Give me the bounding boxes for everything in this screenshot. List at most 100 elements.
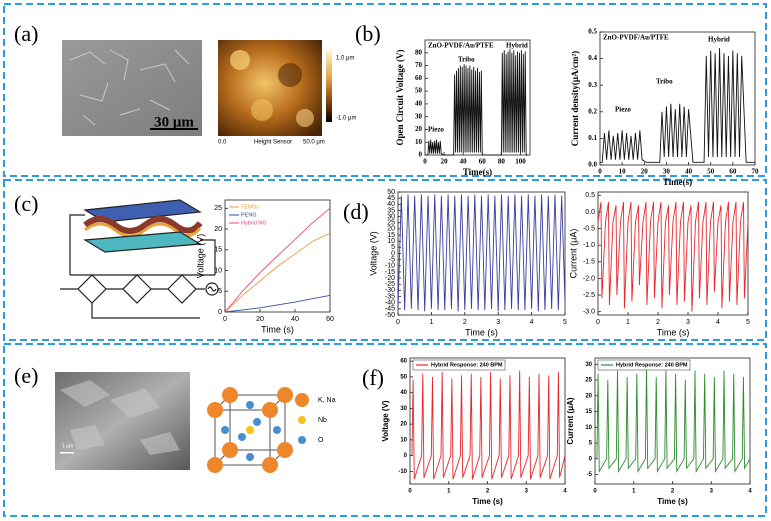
panel-label: (f) bbox=[362, 365, 384, 390]
a-site-atoms bbox=[207, 387, 293, 473]
x-tick-label: 50 bbox=[707, 168, 715, 176]
legend-swatch bbox=[298, 436, 306, 444]
afm-image: 1.0 μm -1.0 μm 0.0 Height Sensor 50.0 μm bbox=[218, 40, 356, 146]
afm-grain bbox=[296, 109, 314, 127]
y-axis-label: Current density(μA/cm²) bbox=[570, 51, 580, 146]
x-axis-label: Time (s) bbox=[657, 497, 688, 506]
y-tick-label: 10 bbox=[400, 437, 407, 443]
y-tick-label: -3.0 bbox=[583, 309, 595, 316]
panel-label: (e) bbox=[14, 363, 38, 388]
y-tick-label: 0 bbox=[589, 456, 593, 462]
y-tick-label: 0.5 bbox=[588, 28, 597, 36]
atom bbox=[238, 433, 246, 441]
x-tick-label: 0 bbox=[593, 489, 597, 495]
x-tick-label: 30 bbox=[663, 168, 671, 176]
x-tick-label: 2 bbox=[671, 489, 675, 495]
y-tick-label: -35 bbox=[385, 293, 395, 300]
annotation: Piezo bbox=[428, 126, 444, 134]
y-tick-label: 40 bbox=[415, 99, 423, 107]
afm-axis-label: 0.0 bbox=[218, 140, 227, 146]
y-tick-label: -10 bbox=[385, 263, 395, 270]
y-tick-label: 40 bbox=[387, 201, 395, 208]
y-tick-label: 25 bbox=[585, 378, 592, 384]
rectifier-bridge bbox=[77, 274, 197, 304]
y-tick-label: 10 bbox=[214, 267, 222, 274]
y-tick-label: -10 bbox=[398, 469, 407, 475]
y-tick-label: 20 bbox=[415, 125, 423, 133]
ac-symbol bbox=[207, 286, 217, 292]
x-tick-label: 5 bbox=[563, 319, 567, 326]
y-tick-label: 30 bbox=[400, 406, 407, 412]
y-tick-label: -1.0 bbox=[583, 242, 595, 249]
x-tick-label: 80 bbox=[498, 158, 506, 166]
x-tick-label: 4 bbox=[716, 319, 720, 326]
x-tick-label: 60 bbox=[479, 158, 487, 166]
legend-label: O bbox=[318, 437, 324, 444]
atom bbox=[273, 426, 281, 434]
sem-image: 30 μm bbox=[62, 40, 202, 136]
y-tick-label: 50 bbox=[387, 189, 395, 196]
sem-image-e: 1 μm bbox=[55, 372, 190, 470]
y-tick-label: 0 bbox=[419, 151, 423, 159]
x-tick-label: 40 bbox=[460, 158, 468, 166]
series-line bbox=[597, 201, 749, 312]
y-tick-label: 0.2 bbox=[588, 107, 597, 115]
x-axis-label: Time (s) bbox=[261, 324, 294, 334]
y-tick-label: 0 bbox=[218, 309, 222, 316]
legend-label: K, Na bbox=[318, 397, 336, 404]
y-tick-label: 15 bbox=[214, 247, 222, 254]
y-tick-label: -2.5 bbox=[583, 292, 595, 299]
atom bbox=[277, 442, 293, 458]
wire bbox=[60, 288, 205, 319]
y-tick-label: 0.0 bbox=[585, 209, 595, 216]
annotation: Hybrid bbox=[506, 42, 528, 50]
y-axis-label: Current (μA) bbox=[566, 397, 575, 444]
y-tick-label: 50 bbox=[400, 374, 407, 380]
plot-frame bbox=[424, 39, 531, 156]
y-tick-label: -50 bbox=[385, 312, 395, 319]
x-tick-label: 40 bbox=[685, 168, 693, 176]
sem-image bbox=[62, 40, 202, 136]
x-tick-label: 0 bbox=[423, 158, 427, 166]
legend-swatch bbox=[298, 416, 306, 424]
y-tick-label: 25 bbox=[387, 220, 395, 227]
x-tick-label: 20 bbox=[256, 316, 264, 323]
x-tick-label: 2 bbox=[463, 319, 467, 326]
o-atoms bbox=[221, 401, 281, 461]
y-tick-label: 25 bbox=[214, 205, 222, 212]
atom bbox=[246, 401, 254, 409]
grain-boundaries bbox=[69, 49, 190, 126]
subtitle: ZnO-PVDF/Au/PTFE bbox=[428, 42, 494, 50]
y-axis-label: Voltage (V) bbox=[381, 400, 390, 442]
series-line bbox=[411, 370, 566, 480]
y-tick-label: 10 bbox=[415, 138, 423, 146]
x-tick-label: 40 bbox=[291, 316, 299, 323]
scale-label: 30 μm bbox=[154, 114, 194, 130]
y-tick-label: 0.5 bbox=[585, 192, 595, 199]
x-tick-label: 70 bbox=[752, 168, 760, 176]
y-tick-label: 35 bbox=[387, 207, 395, 214]
y-tick-label: 0.4 bbox=[588, 54, 597, 62]
y-tick-label: 5 bbox=[391, 244, 395, 251]
y-tick-label: -30 bbox=[385, 287, 395, 294]
row-frame bbox=[3, 3, 767, 177]
x-tick-label: 4 bbox=[748, 489, 752, 495]
row-frames bbox=[3, 3, 767, 517]
atom bbox=[246, 453, 254, 461]
y-tick-label: 30 bbox=[585, 362, 592, 368]
ac-source bbox=[205, 282, 219, 296]
panel-label: (b) bbox=[355, 21, 381, 46]
x-tick-label: 60 bbox=[326, 316, 334, 323]
scale-bar bbox=[60, 452, 74, 454]
series-line bbox=[224, 207, 331, 313]
x-tick-label: 4 bbox=[563, 489, 567, 495]
row-frame bbox=[3, 343, 767, 517]
x-tick-label: 20 bbox=[641, 168, 649, 176]
y-tick-label: 5 bbox=[589, 441, 593, 447]
x-tick-label: 4 bbox=[530, 319, 534, 326]
y-tick-label: 70 bbox=[415, 61, 423, 69]
legend-box bbox=[597, 359, 691, 371]
y-axis-label: Voltage (V) bbox=[195, 234, 205, 279]
x-tick-label: 3 bbox=[496, 319, 500, 326]
